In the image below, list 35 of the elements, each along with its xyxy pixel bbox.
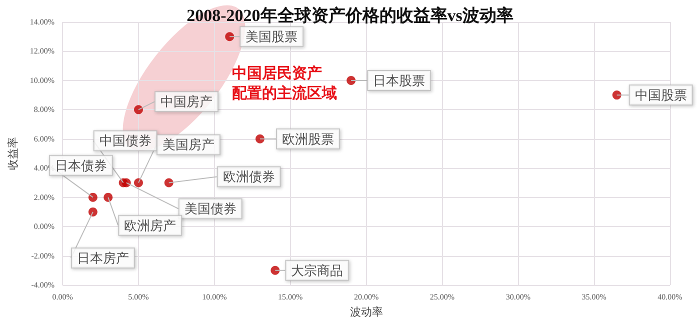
annotation: 美国股票 — [246, 29, 298, 44]
y-tick-label: 10.00% — [30, 76, 55, 85]
y-tick-label: -2.00% — [31, 251, 55, 260]
y-tick-label: 6.00% — [34, 134, 55, 144]
x-tick-label: 35.00% — [582, 292, 607, 302]
annotation: 日本股票 — [373, 72, 426, 88]
x-tick-label: 25.00% — [430, 292, 455, 302]
annotation: 欧洲股票 — [282, 131, 334, 146]
annotation: 中国债券 — [99, 133, 152, 148]
annotation: 日本房产 — [76, 250, 129, 266]
x-tick-label: 10.00% — [202, 292, 228, 302]
annotation: 美国债券 — [184, 201, 236, 216]
x-tick-label: 20.00% — [354, 292, 379, 302]
chart-title: 2008-2020年全球资产价格的收益率vs波动率 — [186, 6, 514, 25]
y-tick-label: 12.00% — [30, 46, 55, 56]
y-axis-title: 收益率 — [6, 137, 20, 170]
annotation: 大宗商品 — [291, 262, 344, 278]
annotation: 日本债券 — [54, 158, 107, 173]
annotation: 欧洲债券 — [222, 169, 275, 184]
x-tick-label: 0.00% — [52, 292, 74, 302]
y-tick-label: 14.00% — [30, 18, 55, 26]
y-tick-label: -4.00% — [31, 280, 55, 290]
x-tick-label: 5.00% — [128, 292, 150, 302]
annotation: 欧洲房产 — [124, 218, 176, 233]
y-tick-label: 2.00% — [34, 192, 55, 202]
annotation: 美国房产 — [162, 137, 214, 152]
x-tick-label: 15.00% — [278, 292, 304, 302]
x-axis-title: 波动率 — [350, 306, 383, 318]
x-tick-label: 40.00% — [658, 292, 683, 302]
annotation: 中国房产 — [160, 94, 212, 110]
y-tick-label: 8.00% — [34, 105, 55, 114]
annotation: 中国居民资产配置的主流区域 — [232, 65, 337, 102]
y-tick-label: 0.00% — [34, 222, 55, 232]
x-tick-label: 30.00% — [506, 292, 531, 302]
annotation: 中国股票 — [634, 88, 687, 103]
